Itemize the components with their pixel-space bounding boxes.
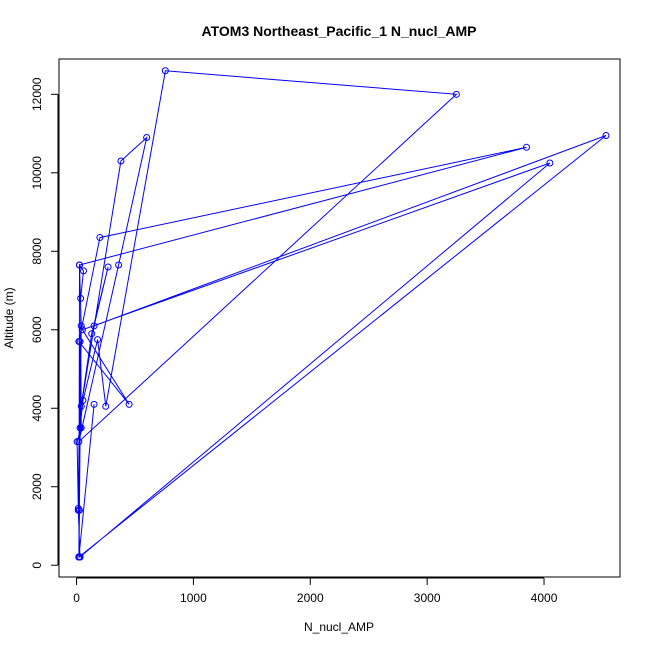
data-point [76, 338, 84, 346]
y-tick-label: 4000 [30, 395, 44, 422]
data-point [546, 159, 554, 167]
data-point [452, 90, 460, 98]
data-point [74, 504, 82, 512]
data-point [78, 326, 86, 334]
data-point [117, 157, 125, 165]
x-tick-label: 3000 [414, 591, 441, 605]
data-point [94, 336, 102, 344]
data-point [80, 267, 88, 275]
data-point [96, 234, 104, 242]
data-point [74, 506, 82, 514]
data-point [76, 424, 84, 432]
x-tick-label: 0 [73, 591, 80, 605]
data-point [88, 330, 96, 338]
data-point [115, 261, 123, 269]
series-line [76, 70, 607, 559]
chart-title: ATOM3 Northeast_Pacific_1 N_nucl_AMP [202, 23, 477, 39]
y-tick-label: 6000 [30, 316, 44, 343]
series-points [73, 67, 610, 561]
y-tick-label: 0 [30, 562, 44, 569]
data-point [125, 400, 133, 408]
data-point [90, 400, 98, 408]
y-axis: 0 2000 4000 6000 8000 10000 12000 [30, 77, 59, 569]
y-axis-label: Altitude (m) [2, 287, 16, 348]
data-point [77, 322, 85, 330]
plot-area-border [58, 58, 621, 578]
y-tick-label: 8000 [30, 238, 44, 265]
data-point [77, 294, 85, 302]
x-axis-label: N_nucl_AMP [304, 620, 374, 634]
x-axis: 0 1000 2000 3000 4000 [73, 577, 558, 605]
y-tick-label: 10000 [30, 156, 44, 190]
data-point [75, 261, 83, 269]
data-point [602, 132, 610, 140]
x-tick-label: 4000 [531, 591, 558, 605]
data-point [79, 396, 87, 404]
data-point [143, 133, 151, 141]
y-tick-label: 2000 [30, 473, 44, 500]
series-lines [76, 70, 607, 559]
x-tick-label: 1000 [180, 591, 207, 605]
data-point [76, 553, 84, 561]
data-point [90, 322, 98, 330]
data-point [523, 143, 530, 151]
x-tick-label: 2000 [297, 591, 324, 605]
data-point [75, 438, 83, 446]
data-point [104, 263, 112, 271]
data-point [161, 67, 169, 75]
y-tick-label: 12000 [30, 77, 44, 111]
data-point [102, 402, 110, 410]
